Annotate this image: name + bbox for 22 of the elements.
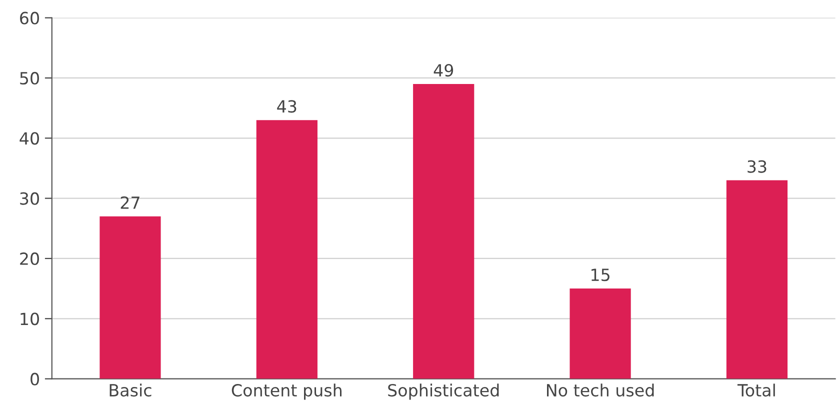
y-tick-label: 0 [30, 372, 39, 386]
x-tick-label: Content push [232, 384, 342, 400]
data-label: 27 [120, 196, 140, 209]
y-tick-label: 20 [20, 252, 39, 266]
bar [256, 120, 318, 379]
x-tick-label: No tech used [547, 384, 654, 397]
y-tick-label: 60 [20, 12, 39, 24]
data-label: 49 [434, 64, 454, 77]
y-tick-label: 30 [20, 192, 39, 205]
x-tick-label: Basic [110, 384, 152, 397]
y-tick-label: 10 [20, 312, 39, 326]
x-tick-label: Sophisticated [388, 384, 499, 400]
data-label: 15 [592, 268, 610, 282]
bar [570, 288, 631, 379]
bar [413, 84, 474, 379]
data-label: 43 [277, 100, 296, 113]
y-tick-label: 50 [20, 72, 39, 85]
bar [726, 180, 788, 379]
y-tick-label: 40 [20, 132, 39, 145]
bar [100, 216, 161, 379]
data-label: 33 [748, 160, 766, 173]
x-tick-label: Total [737, 384, 775, 397]
